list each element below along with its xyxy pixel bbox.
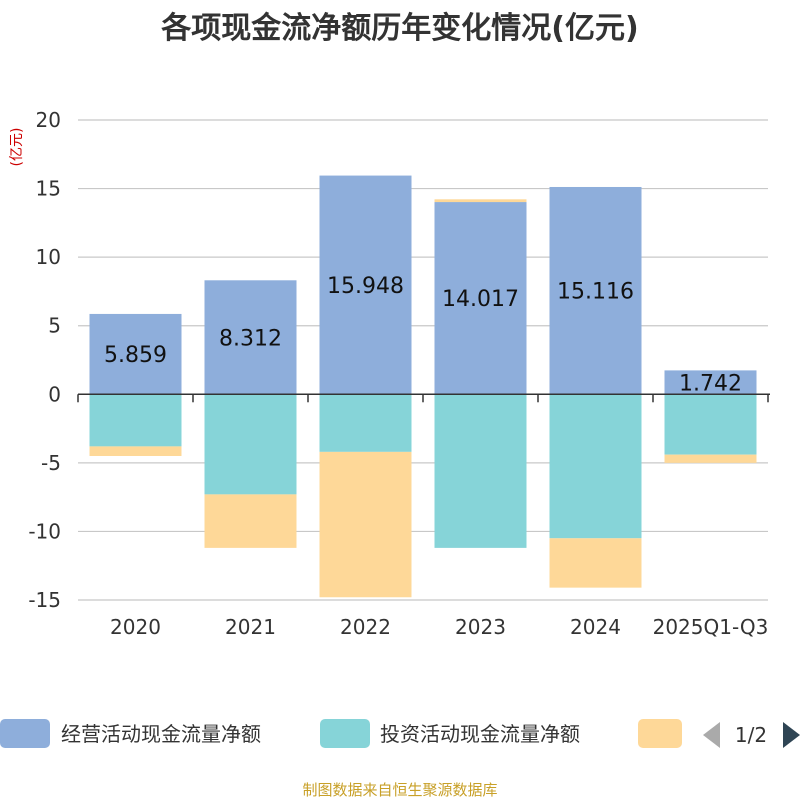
bar-operating[interactable] <box>434 202 527 395</box>
bar-financing[interactable] <box>204 494 297 548</box>
data-source-note: 制图数据来自恒生聚源数据库 <box>302 781 497 799</box>
legend-item-operating[interactable]: 经营活动现金流量净额 <box>0 719 261 748</box>
legend-label-investing: 投资活动现金流量净额 <box>380 722 580 746</box>
bar-financing[interactable] <box>319 451 412 598</box>
y-tick-label: -10 <box>28 519 61 543</box>
chart-title: 各项现金流净额历年变化情况(亿元) <box>160 11 638 46</box>
bars <box>89 175 757 598</box>
legend-label-operating: 经营活动现金流量净额 <box>61 722 261 746</box>
gridlines <box>78 119 768 601</box>
legend-item-financing[interactable] <box>638 719 682 748</box>
legend: 经营活动现金流量净额 投资活动现金流量净额 1/2 <box>0 719 800 748</box>
bar-financing[interactable] <box>664 454 757 463</box>
y-tick-label: -15 <box>28 588 61 612</box>
legend-item-investing[interactable]: 投资活动现金流量净额 <box>320 719 580 748</box>
bar-investing[interactable] <box>319 394 412 452</box>
data-label: 15.116 <box>557 280 634 305</box>
x-tick-label: 2022 <box>340 615 391 639</box>
y-tick-label: 20 <box>36 108 61 132</box>
bar-investing[interactable] <box>204 394 297 495</box>
legend-swatch-financing <box>638 719 682 748</box>
y-axis-unit-label: (亿元) <box>9 128 25 167</box>
x-tick-label: 2024 <box>570 615 621 639</box>
bar-investing[interactable] <box>89 394 182 447</box>
bar-operating[interactable] <box>204 280 297 395</box>
legend-swatch-operating <box>0 719 50 748</box>
x-tick-label: 2025Q1-Q3 <box>653 615 769 639</box>
legend-swatch-investing <box>320 719 370 748</box>
y-tick-label: 0 <box>48 382 61 406</box>
y-tick-label: -5 <box>41 451 61 475</box>
y-tick-label: 5 <box>48 314 61 338</box>
y-axis-tick-labels: 20 15 10 5 0 -5 -10 -15 <box>28 108 61 612</box>
bar-investing[interactable] <box>434 394 527 548</box>
x-tick-label: 2020 <box>110 615 161 639</box>
bar-operating[interactable] <box>664 370 757 395</box>
data-label: 8.312 <box>219 326 282 351</box>
bar-operating[interactable] <box>319 175 412 395</box>
legend-next-page-icon[interactable] <box>783 722 800 748</box>
data-labels: 5.859 8.312 15.948 14.017 15.116 1.742 <box>104 274 742 396</box>
data-label: 14.017 <box>442 287 519 312</box>
y-tick-label: 10 <box>36 245 61 269</box>
x-tick-label: 2023 <box>455 615 506 639</box>
x-axis <box>77 393 770 403</box>
legend-prev-page-icon[interactable] <box>703 722 720 748</box>
x-tick-label: 2021 <box>225 615 276 639</box>
data-label: 1.742 <box>679 371 742 396</box>
bar-investing[interactable] <box>549 394 642 539</box>
bar-financing[interactable] <box>89 446 182 456</box>
bar-operating[interactable] <box>89 313 182 395</box>
data-label: 5.859 <box>104 343 167 368</box>
legend-page-indicator: 1/2 <box>735 723 767 747</box>
data-label: 15.948 <box>327 274 404 299</box>
bar-investing[interactable] <box>664 394 757 455</box>
bar-operating[interactable] <box>549 186 642 395</box>
bar-financing[interactable] <box>434 199 527 203</box>
x-axis-tick-labels: 2020 2021 2022 2023 2024 2025Q1-Q3 <box>110 615 768 639</box>
bar-financing[interactable] <box>549 538 642 588</box>
y-tick-label: 15 <box>36 177 61 201</box>
